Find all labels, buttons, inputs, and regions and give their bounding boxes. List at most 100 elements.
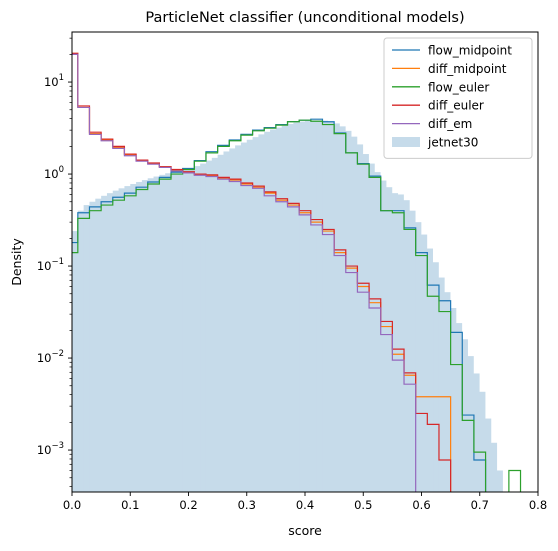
- x-tick-label: 0.1: [121, 498, 139, 512]
- reference-bar: [491, 470, 503, 492]
- x-tick-label: 0.4: [296, 498, 314, 512]
- reference-bar: [136, 181, 148, 492]
- reference-bar: [141, 180, 154, 493]
- reference-bar: [275, 127, 288, 493]
- reference-bar: [433, 277, 445, 492]
- legend-label: diff_em: [428, 117, 472, 131]
- legend-label: jetnet30: [427, 136, 478, 150]
- reference-bar: [106, 193, 119, 492]
- reference-bar: [159, 174, 171, 493]
- reference-bar: [357, 154, 369, 493]
- reference-bar: [334, 126, 346, 492]
- reference-bar: [223, 151, 235, 492]
- reference-bar: [252, 137, 265, 492]
- reference-bar: [421, 248, 433, 492]
- reference-bar: [450, 323, 463, 492]
- reference-bar: [299, 121, 311, 493]
- x-tick-label: 0.7: [471, 498, 489, 512]
- reference-bar: [229, 148, 241, 492]
- reference-bar: [72, 231, 84, 492]
- reference-bar: [188, 168, 200, 492]
- reference-bar: [211, 157, 224, 492]
- reference-bar: [112, 190, 125, 492]
- x-tick-label: 0.0: [63, 498, 81, 512]
- reference-bar: [89, 201, 101, 492]
- reference-bar: [473, 391, 486, 492]
- reference-bar: [310, 120, 323, 493]
- reference-bar: [374, 180, 387, 492]
- series-layer: [72, 52, 522, 492]
- reference-bar: [409, 222, 422, 492]
- reference-bar: [118, 188, 131, 492]
- y-axis: 10−3 10−2 10−1 100 101: [37, 37, 72, 488]
- reference-bar: [293, 122, 305, 492]
- y-tick-label: 10−3: [37, 441, 64, 457]
- reference-bar: [339, 130, 352, 492]
- reference-bar: [369, 172, 381, 492]
- reference-bar: [235, 145, 247, 492]
- reference-bar: [305, 120, 317, 492]
- legend-label: diff_midpoint: [428, 62, 507, 76]
- y-tick-label: 10−1: [37, 257, 64, 273]
- reference-bar: [398, 200, 410, 492]
- reference-bar: [182, 169, 195, 493]
- x-tick-label: 0.8: [529, 498, 547, 512]
- reference-bar: [165, 173, 177, 492]
- reference-bar: [130, 183, 142, 492]
- reference-bar: [217, 154, 230, 493]
- reference-bar: [200, 163, 212, 492]
- legend-label: flow_midpoint: [428, 44, 512, 58]
- reference-bar: [438, 292, 451, 492]
- reference-bar: [171, 171, 183, 492]
- reference-bar: [246, 139, 259, 493]
- reference-bar: [281, 125, 294, 493]
- legend-label: flow_euler: [428, 80, 489, 94]
- legend-label: diff_euler: [428, 99, 484, 113]
- y-tick-label: 10−2: [37, 349, 64, 365]
- reference-bar: [153, 176, 166, 493]
- reference-bar: [124, 186, 136, 492]
- reference-bar: [328, 123, 340, 492]
- reference-bar: [258, 134, 270, 493]
- reference-bar: [101, 195, 113, 492]
- reference-bar: [287, 124, 300, 492]
- reference-bar: [176, 170, 189, 492]
- reference-bar: [351, 144, 364, 492]
- legend-swatch: [392, 137, 420, 147]
- reference-bar: [77, 210, 90, 492]
- reference-bar: [205, 160, 218, 492]
- chart-title: ParticleNet classifier (unconditional mo…: [145, 10, 464, 26]
- x-tick-label: 0.2: [179, 498, 197, 512]
- x-tick-label: 0.3: [238, 498, 256, 512]
- reference-bar: [194, 166, 206, 492]
- reference-bar: [392, 194, 404, 492]
- reference-bar: [485, 442, 498, 492]
- reference-bar: [322, 121, 334, 493]
- reference-bar: [427, 262, 439, 492]
- x-axis-label: score: [288, 523, 322, 538]
- y-axis-label: Density: [9, 238, 24, 286]
- series-line-flow_euler: [72, 119, 522, 492]
- reference-bar: [147, 178, 160, 492]
- reference-bar: [404, 210, 416, 492]
- reference-bar: [380, 187, 393, 492]
- x-tick-label: 0.6: [412, 498, 430, 512]
- x-axis: 0.0 0.1 0.2 0.3 0.4 0.5 0.6 0.7 0.8: [63, 492, 547, 512]
- reference-bar: [462, 356, 474, 492]
- x-tick-label: 0.5: [354, 498, 372, 512]
- y-tick-label: 100: [44, 165, 64, 181]
- reference-bar: [83, 205, 96, 492]
- series-line-diff_euler: [72, 52, 452, 492]
- reference-bar: [95, 198, 107, 493]
- legend: flow_midpoint diff_midpoint flow_eulerdiff…: [383, 37, 533, 159]
- reference-bar: [270, 129, 282, 493]
- reference-histogram: [72, 120, 503, 493]
- series-line-diff_em: [72, 53, 417, 492]
- reference-bar: [316, 120, 329, 492]
- y-tick-label: 101: [44, 73, 64, 89]
- reference-bar: [415, 234, 428, 492]
- legend-box: [383, 37, 533, 159]
- reference-bar: [345, 136, 358, 492]
